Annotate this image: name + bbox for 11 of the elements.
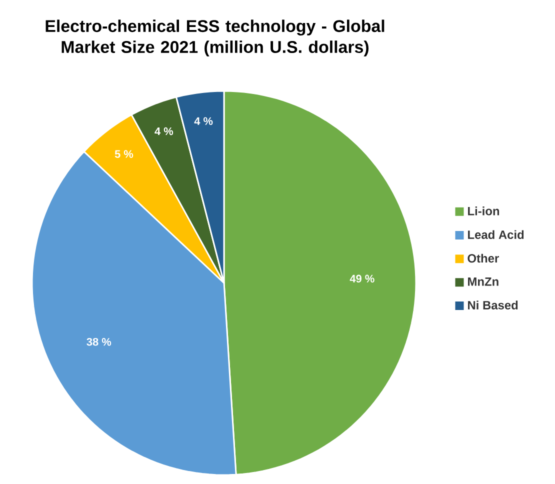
legend-label: Li-ion	[468, 206, 500, 216]
data-label: 4 %	[194, 117, 213, 125]
data-label: 38 %	[86, 338, 112, 346]
legend-label: MnZn	[468, 277, 498, 286]
data-label: 5 %	[114, 150, 134, 158]
legend-label: Ni Based	[468, 300, 518, 310]
legend-label: Lead Acid	[468, 230, 524, 239]
data-label: 4 %	[154, 127, 174, 136]
legend-label: Other	[468, 254, 499, 263]
data-label: 49 %	[350, 274, 374, 283]
chart-title: Electro-chemical ESS technology - Global Market Size 2021 (million U.S. dollars)	[46, 20, 384, 56]
